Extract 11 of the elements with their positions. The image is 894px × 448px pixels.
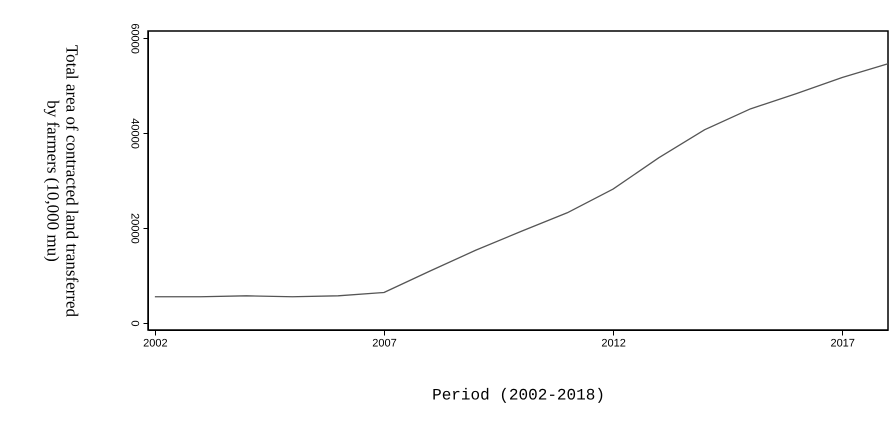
y-tick-label: 20000 <box>128 213 140 244</box>
line-series <box>154 63 889 298</box>
y-tick-label: 0 <box>128 320 140 326</box>
y-tick-label: 60000 <box>128 23 140 54</box>
y-tick-label: 40000 <box>128 118 140 149</box>
x-tick-label: 2002 <box>143 338 168 350</box>
y-axis-title: Total area of contracted land transferred by farmers (10,000 mu) <box>44 44 82 318</box>
x-tick-label: 2012 <box>601 338 626 350</box>
x-tick-label: 2017 <box>830 338 855 350</box>
x-tick-label: 2007 <box>372 338 397 350</box>
x-axis-title: Period (2002-2018) <box>432 386 605 404</box>
